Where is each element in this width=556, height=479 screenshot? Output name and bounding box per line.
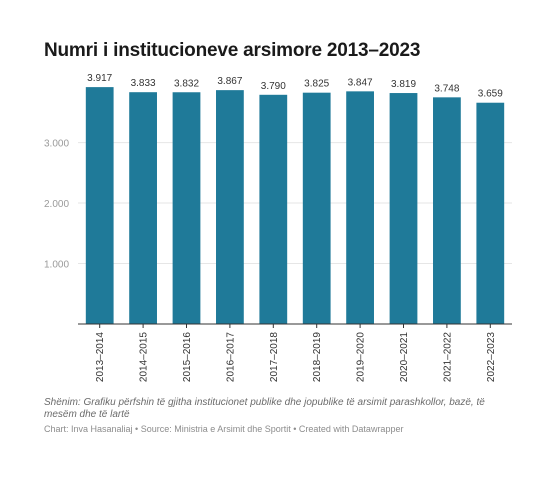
bar-value-label: 3.847 bbox=[348, 77, 373, 88]
y-tick-label: 2.000 bbox=[44, 199, 69, 210]
bar bbox=[302, 92, 331, 324]
chart-note: Shënim: Grafiku përfshin të gjitha insti… bbox=[44, 397, 485, 420]
chart-credit: Chart: Inva Hasanaliaj • Source: Ministr… bbox=[44, 424, 404, 434]
bar-value-label: 3.659 bbox=[478, 89, 503, 100]
y-tick-label: 1.000 bbox=[44, 260, 69, 271]
chart-title: Numri i institucioneve arsimore 2013–202… bbox=[44, 40, 421, 61]
x-tick-label: 2020–2021 bbox=[399, 332, 410, 382]
bar-value-label: 3.819 bbox=[391, 79, 416, 90]
x-tick-label: 2016–2017 bbox=[225, 332, 236, 382]
bar-value-label: 3.825 bbox=[304, 79, 329, 90]
bar-value-label: 3.917 bbox=[87, 73, 112, 84]
bar bbox=[476, 102, 505, 324]
x-tick-label: 2017–2018 bbox=[269, 332, 280, 382]
x-tick-label: 2018–2019 bbox=[312, 332, 323, 382]
bar-value-label: 3.748 bbox=[434, 83, 459, 94]
bar-value-label: 3.832 bbox=[174, 78, 199, 89]
bar bbox=[259, 94, 288, 325]
x-tick-label: 2019–2020 bbox=[356, 332, 367, 382]
bar bbox=[85, 87, 114, 324]
bar bbox=[216, 90, 244, 324]
x-tick-label: 2022–2023 bbox=[486, 332, 497, 382]
bar bbox=[389, 93, 418, 324]
x-tick-label: 2021–2022 bbox=[442, 332, 453, 382]
y-tick-label: 3.000 bbox=[44, 139, 69, 150]
bar-value-label: 3.790 bbox=[261, 81, 286, 92]
x-tick-label: 2014–2015 bbox=[139, 332, 150, 382]
bar bbox=[172, 92, 201, 324]
bar-value-label: 3.867 bbox=[217, 76, 242, 87]
bar bbox=[346, 91, 374, 324]
x-tick-label: 2015–2016 bbox=[182, 332, 193, 382]
x-tick-label: 2013–2014 bbox=[95, 332, 106, 382]
bar-value-label: 3.833 bbox=[131, 78, 156, 89]
bar bbox=[129, 92, 157, 324]
bar bbox=[433, 97, 461, 324]
